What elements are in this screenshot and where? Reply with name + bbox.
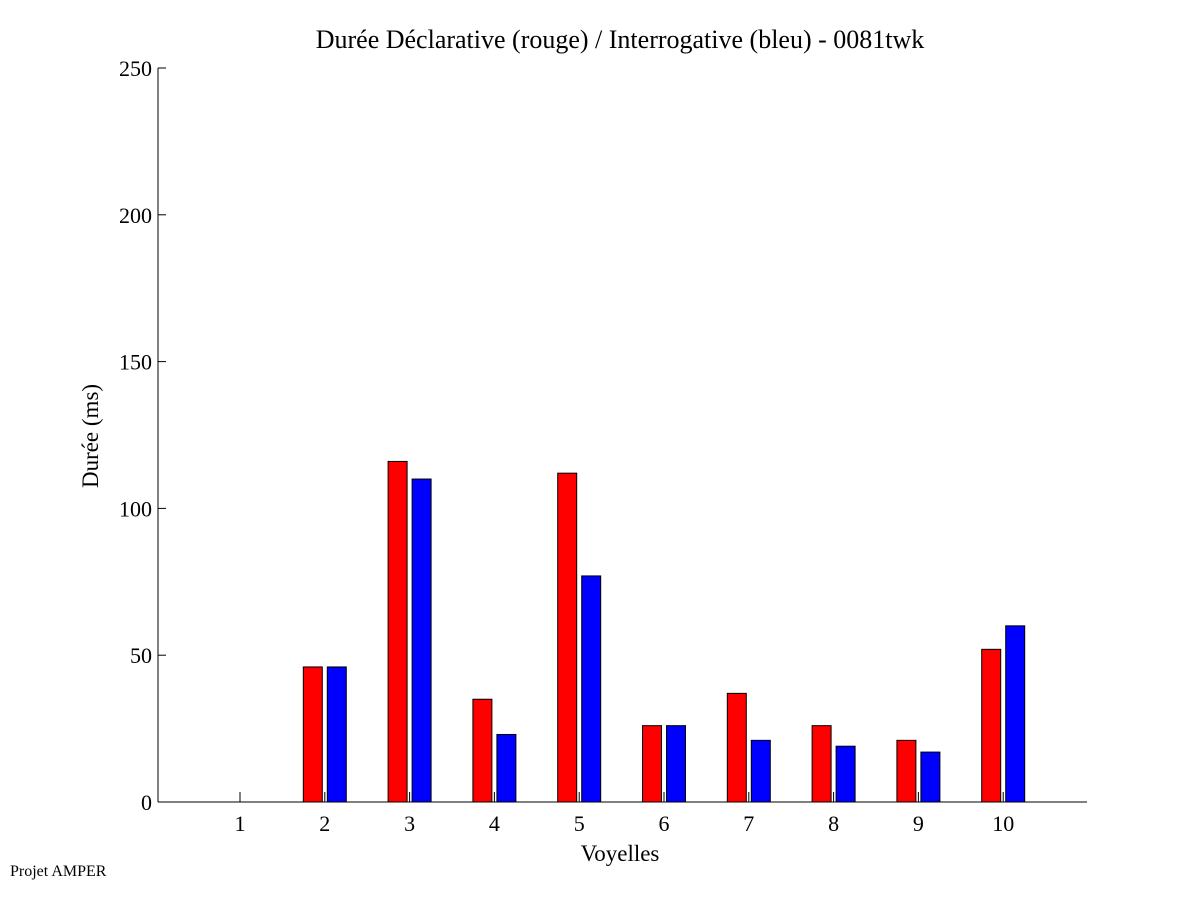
bar: [666, 725, 686, 803]
x-tick-label: 5: [574, 811, 585, 836]
y-tick-label: 150: [119, 350, 152, 375]
footer-credit: Projet AMPER: [10, 863, 107, 880]
y-axis-label: Durée (ms): [78, 384, 103, 488]
x-tick-label: 9: [913, 811, 924, 836]
bar: [557, 472, 578, 803]
bar: [581, 575, 602, 803]
bar: [1005, 625, 1026, 803]
x-tick-label: 2: [319, 811, 330, 836]
x-tick-label: 7: [743, 811, 754, 836]
bar: [496, 733, 517, 803]
plot-area: 0 50 100 150 200 250 1 2 3 4 5 6 7 8 9 10: [119, 56, 1087, 836]
bar: [981, 648, 1002, 803]
y-tick-label: 250: [119, 56, 152, 81]
bar: [642, 725, 662, 803]
bar: [896, 739, 917, 803]
chart-title: Durée Déclarative (rouge) / Interrogativ…: [316, 25, 925, 54]
x-tick-label: 10: [992, 811, 1014, 836]
y-tick-label: 0: [141, 790, 152, 815]
x-tick-label: 8: [828, 811, 839, 836]
bar: [726, 692, 747, 803]
y-tick-label: 50: [130, 643, 152, 668]
x-axis-label: Voyelles: [581, 841, 660, 866]
bar: [411, 478, 432, 803]
bar: [920, 751, 941, 803]
bar: [387, 460, 408, 803]
x-tick-label: 3: [404, 811, 415, 836]
bar: [472, 698, 493, 803]
y-tick-label: 200: [119, 203, 152, 228]
bar: [302, 666, 323, 803]
x-tick-label: 4: [489, 811, 500, 836]
bar: [811, 725, 832, 803]
bar: [835, 745, 856, 803]
x-tick-label: 1: [235, 811, 246, 836]
bar: [326, 666, 347, 803]
bar: [750, 739, 771, 803]
x-tick-label: 6: [659, 811, 670, 836]
y-tick-label: 100: [119, 496, 152, 521]
